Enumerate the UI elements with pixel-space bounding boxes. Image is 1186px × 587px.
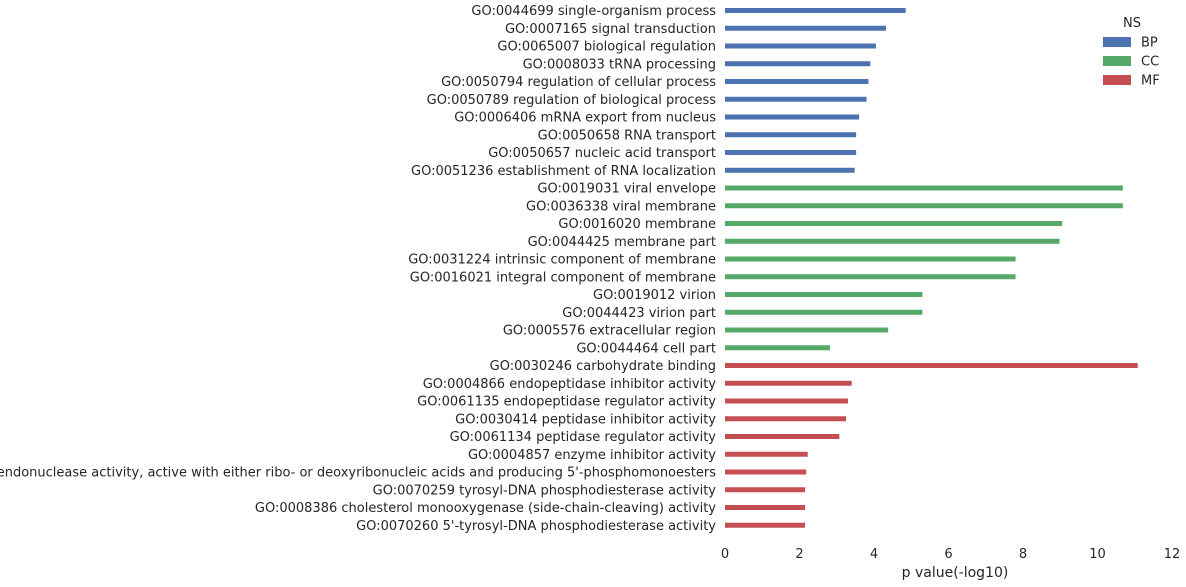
bar-29 [725, 505, 806, 510]
category-label-7: GO:0006406 mRNA export from nucleus [454, 111, 716, 126]
bar-15 [725, 256, 1016, 262]
x-tick-label-6: 6 [944, 547, 952, 562]
category-label-17: GO:0019012 virion [593, 288, 716, 303]
x-tick-label-10: 10 [1089, 547, 1106, 562]
bar-23 [725, 398, 848, 404]
category-label-29: GO:0008386 cholesterol monooxygenase (si… [255, 501, 716, 516]
category-label-22: GO:0004866 endopeptidase inhibitor activ… [423, 377, 717, 392]
category-label-16: GO:0016021 integral component of membran… [410, 270, 716, 285]
category-label-24: GO:0030414 peptidase inhibitor activity [455, 412, 716, 427]
category-label-28: GO:0070259 tyrosyl-DNA phosphodiesterase… [373, 483, 717, 498]
bar-12 [725, 203, 1123, 209]
x-axis-ticks: 0 2 4 6 8 10 12 [721, 547, 1180, 562]
category-label-9: GO:0050657 nucleic acid transport [488, 146, 716, 161]
bar-2 [725, 25, 886, 31]
category-label-26: GO:0004857 enzyme inhibitor activity [468, 448, 716, 463]
category-label-5: GO:0050794 regulation of cellular proces… [441, 75, 716, 90]
bar-21 [725, 363, 1138, 368]
category-label-4: GO:0008033 tRNA processing [523, 57, 716, 72]
bar-1 [725, 8, 906, 13]
x-tick-label-4: 4 [870, 547, 878, 562]
category-label-27: GO:0016893 endonuclease activity, active… [0, 466, 716, 481]
bar-20 [725, 345, 831, 351]
bar-22 [725, 380, 852, 386]
bar-6 [725, 96, 867, 102]
x-tick-label-8: 8 [1019, 547, 1027, 562]
legend-swatch-cc [1103, 56, 1131, 66]
category-label-18: GO:0044423 virion part [562, 306, 716, 321]
bar-24 [725, 416, 847, 422]
bar-26 [725, 451, 808, 457]
category-label-20: GO:0044464 cell part [576, 341, 716, 356]
bar-3 [725, 43, 876, 49]
category-label-2: GO:0007165 signal transduction [505, 22, 716, 37]
category-label-25: GO:0061134 peptidase regulator activity [450, 430, 717, 445]
legend-label-cc: CC [1141, 55, 1159, 70]
category-label-12: GO:0036338 viral membrane [526, 199, 716, 214]
category-label-23: GO:0061135 endopeptidase regulator activ… [417, 395, 716, 410]
category-label-3: GO:0065007 biological regulation [497, 40, 716, 55]
bar-11 [725, 185, 1123, 191]
bar-18 [725, 309, 923, 315]
bar-4 [725, 61, 871, 67]
category-label-8: GO:0050658 RNA transport [538, 128, 716, 143]
bar-19 [725, 327, 889, 333]
bar-8 [725, 132, 857, 138]
legend-swatch-mf [1103, 75, 1131, 85]
x-tick-label-2: 2 [795, 547, 803, 562]
bar-16 [725, 274, 1016, 280]
bar-9 [725, 150, 857, 155]
bar-27 [725, 469, 807, 475]
category-label-21: GO:0030246 carbohydrate binding [490, 359, 716, 374]
category-label-15: GO:0031224 intrinsic component of membra… [408, 253, 716, 268]
category-label-11: GO:0019031 viral envelope [537, 182, 716, 197]
category-label-10: GO:0051236 establishment of RNA localiza… [411, 164, 716, 179]
category-label-13: GO:0016020 membrane [558, 217, 716, 232]
category-label-1: GO:0044699 single-organism process [471, 4, 716, 19]
bar-13 [725, 221, 1063, 226]
category-label-30: GO:0070260 5'-tyrosyl-DNA phosphodiester… [356, 519, 716, 534]
bar-10 [725, 167, 855, 173]
legend: NS BP CC MF [1103, 16, 1160, 89]
category-label-6: GO:0050789 regulation of biological proc… [427, 93, 717, 108]
bar-7 [725, 114, 860, 120]
legend-label-bp: BP [1141, 36, 1158, 51]
x-tick-label-12: 12 [1164, 547, 1181, 562]
x-tick-label-0: 0 [721, 547, 729, 562]
legend-label-mf: MF [1141, 74, 1160, 89]
category-labels: GO:0044699 single-organism process GO:000… [0, 4, 716, 534]
bar-25 [725, 434, 840, 439]
category-label-19: GO:0005576 extracellular region [503, 324, 716, 339]
bar-17 [725, 292, 923, 297]
bars-group [725, 8, 1138, 528]
bar-5 [725, 79, 869, 84]
legend-swatch-bp [1103, 37, 1131, 47]
x-axis-label: p value(-log10) [902, 565, 1009, 581]
bar-30 [725, 522, 806, 528]
bar-28 [725, 487, 806, 493]
bar-14 [725, 238, 1060, 244]
category-label-14: GO:0044425 membrane part [528, 235, 716, 250]
legend-title: NS [1123, 16, 1141, 31]
